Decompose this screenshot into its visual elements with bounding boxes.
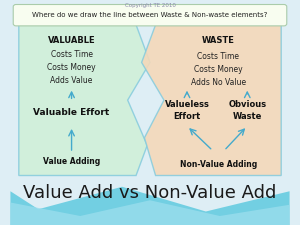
Text: Valuable Effort: Valuable Effort: [33, 108, 110, 117]
PathPatch shape: [11, 187, 290, 225]
Text: Value Adding: Value Adding: [43, 158, 100, 166]
PathPatch shape: [19, 25, 150, 176]
Text: WASTE: WASTE: [202, 36, 235, 45]
FancyBboxPatch shape: [13, 4, 287, 26]
Text: Value Add vs Non-Value Add: Value Add vs Non-Value Add: [23, 184, 277, 202]
Text: Where do we draw the line between Waste & Non-waste elements?: Where do we draw the line between Waste …: [32, 12, 268, 18]
PathPatch shape: [142, 25, 281, 176]
Text: Costs Time
Costs Money
Adds Value: Costs Time Costs Money Adds Value: [47, 50, 96, 85]
Text: VALUABLE: VALUABLE: [48, 36, 95, 45]
Text: Costs Time
Costs Money
Adds No Value: Costs Time Costs Money Adds No Value: [191, 52, 246, 88]
Text: Obvious
Waste: Obvious Waste: [228, 100, 266, 121]
Text: Copyright TE 2010: Copyright TE 2010: [124, 3, 176, 8]
Text: Non-Value Adding: Non-Value Adding: [180, 160, 257, 169]
Text: Valueless
Effort: Valueless Effort: [164, 100, 209, 121]
PathPatch shape: [11, 200, 290, 225]
